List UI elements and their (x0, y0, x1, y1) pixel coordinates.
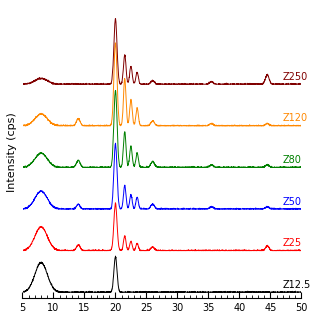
Text: Z25: Z25 (283, 238, 302, 248)
Text: Z12.5: Z12.5 (283, 280, 311, 290)
Y-axis label: Intensity (cps): Intensity (cps) (7, 113, 17, 192)
Text: Z250: Z250 (283, 72, 308, 82)
Text: Z50: Z50 (283, 197, 302, 207)
Text: Z120: Z120 (283, 114, 308, 124)
Text: Z80: Z80 (283, 155, 302, 165)
